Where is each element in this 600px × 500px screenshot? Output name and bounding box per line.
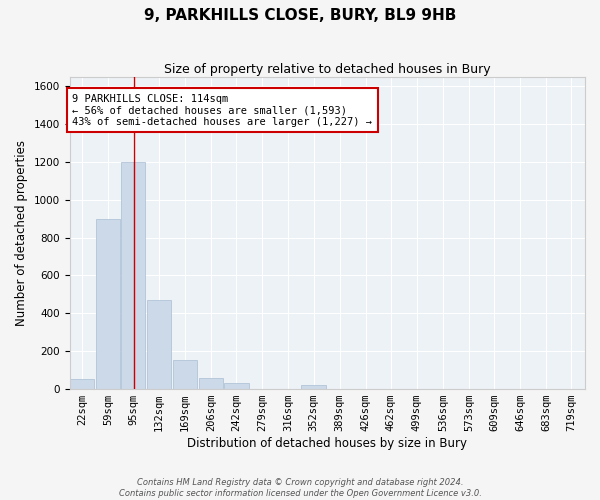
X-axis label: Distribution of detached houses by size in Bury: Distribution of detached houses by size … <box>187 437 467 450</box>
Bar <box>224 384 249 389</box>
Bar <box>147 300 172 389</box>
Bar <box>95 218 120 389</box>
Text: Contains HM Land Registry data © Crown copyright and database right 2024.
Contai: Contains HM Land Registry data © Crown c… <box>119 478 481 498</box>
Bar <box>121 162 145 389</box>
Bar <box>70 378 94 389</box>
Text: 9, PARKHILLS CLOSE, BURY, BL9 9HB: 9, PARKHILLS CLOSE, BURY, BL9 9HB <box>144 8 456 22</box>
Bar <box>199 378 223 389</box>
Bar <box>301 386 326 389</box>
Text: 9 PARKHILLS CLOSE: 114sqm
← 56% of detached houses are smaller (1,593)
43% of se: 9 PARKHILLS CLOSE: 114sqm ← 56% of detac… <box>73 94 373 127</box>
Title: Size of property relative to detached houses in Bury: Size of property relative to detached ho… <box>164 62 491 76</box>
Bar <box>173 360 197 389</box>
Y-axis label: Number of detached properties: Number of detached properties <box>15 140 28 326</box>
